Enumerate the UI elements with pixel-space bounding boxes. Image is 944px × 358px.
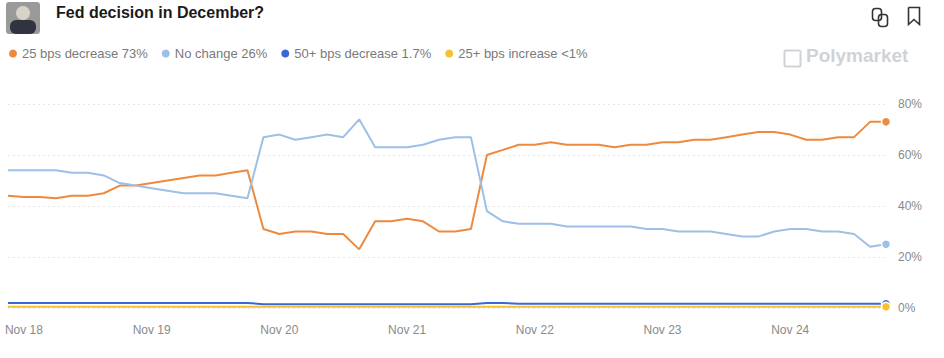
svg-text:25+ bps increase <1%: 25+ bps increase <1%: [458, 46, 588, 61]
svg-text:Nov 19: Nov 19: [133, 323, 171, 337]
svg-text:40%: 40%: [898, 199, 922, 213]
svg-text:Polymarket: Polymarket: [806, 45, 909, 66]
svg-text:60%: 60%: [898, 148, 922, 162]
svg-text:Fed decision in December?: Fed decision in December?: [56, 4, 264, 21]
svg-text:Nov 21: Nov 21: [388, 323, 426, 337]
svg-text:80%: 80%: [898, 97, 922, 111]
svg-text:0%: 0%: [898, 301, 916, 315]
svg-text:Nov 18: Nov 18: [5, 323, 43, 337]
svg-text:Nov 22: Nov 22: [516, 323, 554, 337]
svg-text:50+ bps decrease 1.7%: 50+ bps decrease 1.7%: [294, 46, 431, 61]
svg-text:No change 26%: No change 26%: [175, 46, 268, 61]
svg-text:Nov 23: Nov 23: [643, 323, 681, 337]
svg-text:Nov 20: Nov 20: [260, 323, 298, 337]
svg-text:25 bps decrease 73%: 25 bps decrease 73%: [22, 46, 148, 61]
svg-text:20%: 20%: [898, 250, 922, 264]
svg-text:Nov 24: Nov 24: [771, 323, 809, 337]
